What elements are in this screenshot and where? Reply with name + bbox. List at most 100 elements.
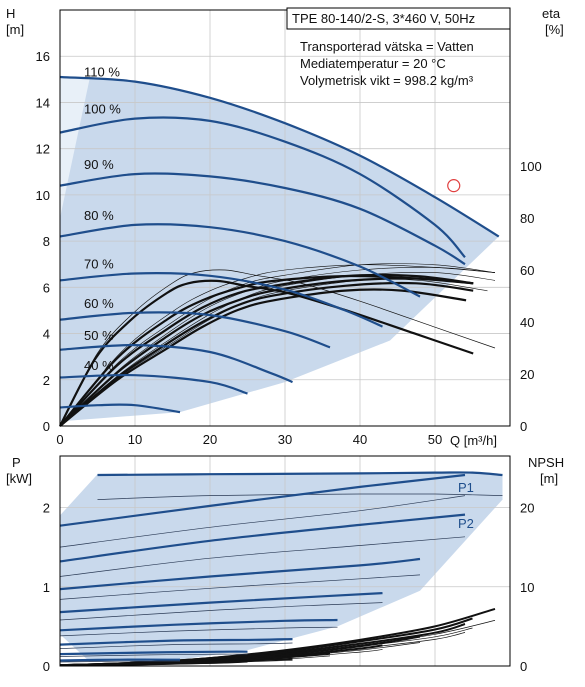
- head-curve: [59, 373, 248, 395]
- y-tick-label: 6: [43, 280, 50, 295]
- npsh-axis-unit: [m]: [540, 471, 558, 486]
- p1-label: P1: [458, 480, 474, 495]
- power-tick-label: 1: [43, 580, 50, 595]
- power-axis-unit: [kW]: [6, 471, 32, 486]
- range-edge-highlight: [60, 77, 90, 219]
- speed-label: 90 %: [84, 157, 114, 172]
- speed-label: 110 %: [84, 65, 120, 80]
- speed-label: 50 %: [84, 328, 114, 343]
- npsh-tick-label: 0: [520, 659, 527, 674]
- p2-curve: [59, 660, 181, 663]
- eta-tick-label: 80: [520, 211, 534, 226]
- y-tick-label: 10: [36, 188, 50, 203]
- annotation-temperature: Mediatemperatur = 20 °C: [300, 56, 446, 71]
- p1-curve: [59, 658, 181, 662]
- efficiency-curves: [59, 263, 496, 427]
- head-curve: [59, 311, 331, 349]
- eta-curve-thin: [59, 278, 488, 427]
- x-tick-label: 20: [203, 432, 217, 447]
- p2-curve: [59, 653, 248, 657]
- head-efficiency-chart: 110 %100 %90 %80 %70 %60 %50 %40 % 0 10 20…: [6, 6, 564, 448]
- p2-curve: [97, 493, 503, 500]
- y-tick-label: 0: [43, 419, 50, 434]
- npsh-curves: [59, 607, 496, 667]
- y-tick-label: 8: [43, 234, 50, 249]
- power-tick-label: 2: [43, 501, 50, 516]
- x-tick-label: 50: [428, 432, 442, 447]
- npsh-tick-label: 10: [520, 580, 534, 595]
- power-curves: [59, 471, 503, 663]
- p2-curve: [59, 642, 293, 649]
- power-axis-label: P: [12, 455, 21, 470]
- eta-tick-label: 20: [520, 367, 534, 382]
- eta-curve-thick: [59, 273, 474, 427]
- head-curve: [59, 75, 500, 238]
- head-axis-unit: [m]: [6, 22, 24, 37]
- x-tick-label: 0: [56, 432, 63, 447]
- p2-label: P2: [458, 516, 474, 531]
- chart-title: TPE 80-140/2-S, 3*460 V, 50Hz: [292, 11, 475, 26]
- power-operating-range-shading: [60, 471, 503, 663]
- head-curve: [59, 116, 466, 259]
- y-tick-label: 2: [43, 373, 50, 388]
- speed-label: 60 %: [84, 296, 114, 311]
- speed-label: 80 %: [84, 208, 114, 223]
- power-tick-label: 0: [43, 659, 50, 674]
- p1-curve: [59, 592, 383, 614]
- top-tick-labels: 0 10 20 30 40 50 0 2 4 6 8 10 12 14 16 0 20 40 60 80 100: [36, 49, 542, 447]
- bottom-grid: [60, 456, 510, 666]
- head-axis-label: H: [6, 6, 15, 21]
- x-tick-label: 40: [353, 432, 367, 447]
- eta-tick-label: 0: [520, 419, 527, 434]
- top-plot-frame: [59, 9, 511, 427]
- y-tick-label: 12: [36, 142, 50, 157]
- eta-curve-thick: [59, 277, 474, 427]
- p2-curve: [59, 495, 466, 548]
- annotation-density: Volymetrisk vikt = 998.2 kg/m³: [300, 73, 474, 88]
- p1-curve: [59, 638, 293, 646]
- p1-curve: [97, 471, 503, 477]
- eta-curve-thin: [59, 263, 496, 427]
- eta-axis-unit: [%]: [545, 22, 564, 37]
- power-range-area: [60, 471, 503, 663]
- p1-curve: [59, 513, 466, 563]
- eta-curve-thick: [59, 274, 474, 427]
- duty-point-marker: [447, 179, 461, 193]
- speed-labels: 110 % 100 % 90 % 80 % 70 % 60 % 50 % 40 %: [84, 65, 121, 374]
- p2-curve: [59, 536, 466, 577]
- head-curve: [59, 223, 421, 298]
- npsh-curve-thin: [59, 661, 248, 666]
- eta-axis-label: eta: [542, 6, 561, 21]
- eta-tick-label: 40: [520, 315, 534, 330]
- title-box: [286, 7, 511, 30]
- eta-curve-thick: [59, 288, 467, 427]
- eta-curve-thin: [59, 267, 496, 427]
- eta-curve-thin: [59, 272, 496, 427]
- x-tick-label: 30: [278, 432, 292, 447]
- head-curves: [59, 75, 500, 414]
- speed-label: 70 %: [84, 256, 114, 271]
- annotation-liquid: Transporterad vätska = Vatten: [300, 39, 474, 54]
- y-tick-label: 16: [36, 49, 50, 64]
- eta-tick-label: 60: [520, 263, 534, 278]
- y-tick-label: 14: [36, 95, 50, 110]
- eta-curve-thin: [59, 269, 496, 427]
- p1-curve: [59, 650, 248, 656]
- y-tick-label: 4: [43, 327, 50, 342]
- speed-label: 40 %: [84, 358, 114, 373]
- p2-curve: [59, 626, 338, 637]
- p1-curve: [59, 557, 421, 591]
- p2-curve: [59, 602, 383, 621]
- p1-curve: [59, 618, 338, 632]
- eta-tick-label: 100: [520, 159, 542, 174]
- flow-axis-label: Q [m³/h]: [450, 433, 497, 448]
- npsh-axis-label: NPSH: [528, 455, 564, 470]
- head-curve: [59, 343, 293, 384]
- head-curve: [59, 403, 181, 414]
- npsh-tick-label: 20: [520, 501, 534, 516]
- speed-label: 100 %: [84, 102, 121, 117]
- head-curve: [59, 272, 383, 328]
